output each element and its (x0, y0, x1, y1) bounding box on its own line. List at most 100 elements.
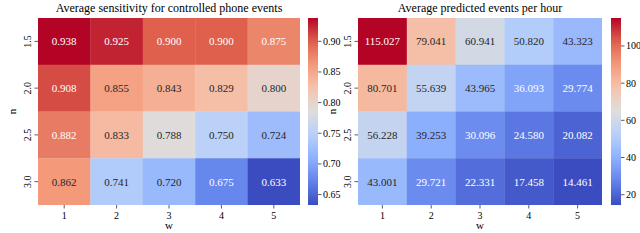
y-tick (355, 88, 359, 89)
cell (504, 112, 553, 159)
cell (90, 112, 143, 159)
cell (38, 18, 91, 65)
cell-label: 14.461 (562, 176, 592, 188)
title: Average sensitivity for controlled phone… (56, 1, 283, 15)
title: Average predicted events per hour (398, 1, 562, 15)
cell (553, 158, 602, 205)
y-tick-label: 3.0 (22, 175, 33, 188)
cell-label: 24.580 (514, 129, 545, 141)
x-tick (221, 205, 222, 209)
cell (358, 65, 407, 112)
cell-label: 0.862 (52, 176, 77, 188)
cell-label: 0.843 (157, 82, 182, 94)
colorbar-tick (318, 41, 322, 42)
cell-label: 29.774 (562, 82, 593, 94)
cell-label: 0.724 (261, 129, 286, 141)
cell-label: 55.639 (416, 82, 447, 94)
cell-label: 20.082 (562, 129, 592, 141)
y-tick (35, 181, 39, 182)
colorbar-tick (318, 163, 322, 164)
cell (143, 158, 196, 205)
y-tick-label: 2.0 (342, 82, 353, 95)
y-tick (35, 41, 39, 42)
cell-label: 60.941 (465, 35, 495, 47)
cell-label: 56.228 (367, 129, 398, 141)
x-tick (431, 205, 432, 209)
cell (456, 112, 505, 159)
cell-label: 17.458 (514, 176, 545, 188)
cell (248, 18, 300, 65)
colorbar-tick-label: 100 (626, 40, 640, 51)
y-axis-label: n (326, 108, 338, 114)
cell-label: 0.855 (104, 82, 129, 94)
x-tick-label: 4 (526, 210, 531, 221)
heatmap-panel: Average predicted events per hour115.027… (326, 1, 640, 231)
cell-label: 0.720 (157, 176, 182, 188)
y-tick-label: 2.0 (22, 82, 33, 95)
colorbar-tick-label: 0.90 (323, 36, 341, 47)
y-tick (355, 134, 359, 135)
cell (38, 112, 91, 159)
cell (195, 112, 248, 159)
cell (143, 112, 196, 159)
x-tick-label: 5 (575, 210, 580, 221)
cell-label: 0.900 (157, 35, 182, 47)
cell-label: 39.253 (416, 129, 447, 141)
x-tick-label: 2 (114, 210, 119, 221)
colorbar-tick-label: 80 (626, 78, 636, 89)
y-tick-label: 2.5 (342, 129, 353, 142)
cell (407, 112, 456, 159)
colorbar-tick (621, 194, 625, 195)
colorbar-tick-label: 40 (626, 152, 636, 163)
cell-label: 0.925 (104, 35, 129, 47)
cells (358, 18, 602, 205)
y-tick-label: 2.5 (22, 129, 33, 142)
cell (38, 158, 91, 205)
x-tick (169, 205, 170, 209)
x-tick-label: 1 (62, 210, 67, 221)
cell (553, 112, 602, 159)
cell (358, 112, 407, 159)
cell (553, 18, 602, 65)
x-axis-label: w (476, 219, 484, 231)
cell-label: 30.096 (465, 129, 496, 141)
colorbar-tick (318, 194, 322, 195)
cell-labels: 0.9380.9250.9000.9000.8750.9080.8550.843… (52, 35, 287, 187)
colorbar-tick (621, 120, 625, 121)
cell (407, 158, 456, 205)
cell (143, 18, 196, 65)
cell-label: 0.875 (261, 35, 286, 47)
cell (504, 18, 553, 65)
x-tick (116, 205, 117, 209)
cell-label: 0.829 (209, 82, 234, 94)
cell-label: 0.741 (104, 176, 129, 188)
colorbar-tick-label: 60 (626, 115, 636, 126)
cell-label: 0.833 (104, 129, 129, 141)
x-tick-label: 5 (271, 210, 276, 221)
colorbar-tick-label: 20 (626, 189, 636, 200)
cell-label: 0.938 (52, 35, 77, 47)
cell-label: 29.721 (416, 176, 446, 188)
cell-label: 0.788 (157, 129, 182, 141)
cell (248, 65, 300, 112)
x-tick-label: 2 (429, 210, 434, 221)
cell (195, 158, 248, 205)
y-tick (35, 88, 39, 89)
cell-label: 0.908 (52, 82, 77, 94)
cell (358, 18, 407, 65)
cell (504, 65, 553, 112)
cell-label: 79.041 (416, 35, 446, 47)
cell-label: 50.820 (514, 35, 545, 47)
cell (38, 65, 91, 112)
colorbar (308, 18, 318, 205)
x-tick (480, 205, 481, 209)
y-tick (355, 181, 359, 182)
cell-label: 0.800 (261, 82, 286, 94)
cells (38, 18, 300, 205)
cell-label: 43.001 (367, 176, 397, 188)
cell (407, 18, 456, 65)
cell-label: 43.965 (465, 82, 496, 94)
cell-labels: 115.02779.04160.94150.82043.32380.70155.… (365, 35, 593, 187)
cell (456, 158, 505, 205)
x-tick (577, 205, 578, 209)
